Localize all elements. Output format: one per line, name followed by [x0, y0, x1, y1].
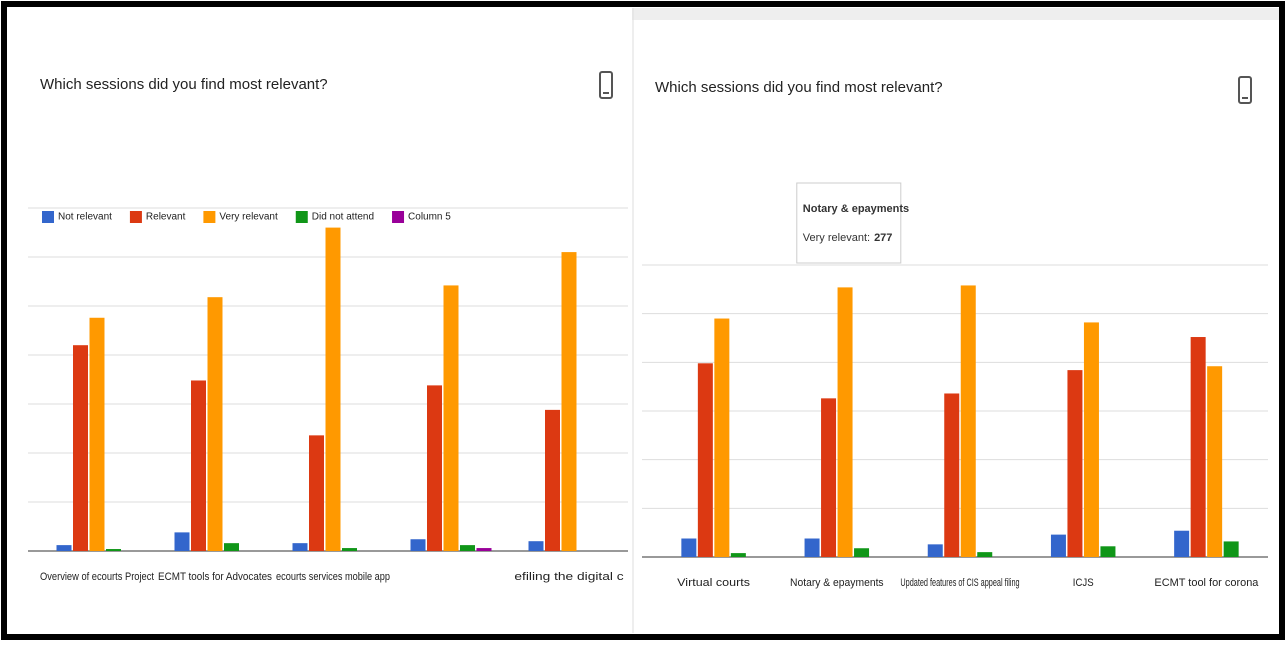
- legend-label: Not relevant: [58, 212, 112, 223]
- x-tick-label: ecourts services mobile app: [276, 571, 390, 583]
- bar: [1174, 530, 1190, 557]
- legend-label: Column 5: [408, 212, 451, 223]
- bar: [309, 435, 324, 551]
- bar: [443, 285, 459, 551]
- x-tick-label: efiling the digital c: [514, 571, 624, 583]
- bar: [927, 544, 943, 557]
- legend-swatch: [42, 211, 54, 223]
- bar: [325, 227, 341, 551]
- bar: [944, 393, 960, 557]
- x-tick-label: ECMT tool for corona: [1154, 577, 1259, 589]
- bar: [714, 318, 730, 557]
- bar: [697, 363, 713, 557]
- bar: [207, 297, 223, 551]
- bar: [730, 553, 746, 557]
- tooltip-label: Very relevant:: [803, 232, 870, 244]
- legend-label: Very relevant: [219, 212, 278, 223]
- bar: [1050, 534, 1066, 557]
- bar: [174, 532, 190, 551]
- legend-label: Relevant: [146, 212, 186, 223]
- bar: [292, 543, 308, 551]
- tooltip-title: Notary & epayments: [803, 203, 909, 215]
- x-tick-label: ICJS: [1073, 577, 1094, 589]
- device-icon: [599, 71, 1252, 104]
- bar: [427, 385, 442, 551]
- bar: [342, 548, 357, 551]
- bar: [476, 548, 492, 551]
- tooltip-value: 277: [874, 232, 892, 244]
- bar: [191, 380, 206, 551]
- legend-swatch: [295, 211, 308, 223]
- bar: [545, 409, 560, 551]
- bar: [1100, 546, 1116, 557]
- x-tick-label: Overview of ecourts Project: [40, 571, 154, 583]
- bar: [821, 398, 837, 557]
- chart-title: Which sessions did you find most relevan…: [655, 79, 943, 96]
- bar: [410, 539, 426, 551]
- bar: [106, 549, 121, 551]
- bar: [73, 345, 88, 551]
- x-tick-label: Notary & epayments: [790, 577, 884, 589]
- bar: [89, 317, 105, 551]
- bar: [1083, 322, 1099, 557]
- bar: [804, 538, 820, 557]
- bar: [460, 545, 475, 551]
- legend-swatch: [129, 211, 142, 223]
- top-band: [632, 8, 1280, 20]
- bar: [56, 545, 72, 551]
- bar: [528, 541, 544, 551]
- bar: [1190, 337, 1206, 557]
- x-tick-label: ECMT tools for Advocates: [158, 571, 272, 583]
- bar: [1207, 366, 1223, 557]
- bar: [681, 538, 697, 557]
- bar: [224, 543, 239, 551]
- x-tick-label: Updated features of CIS appeal filing: [900, 577, 1019, 589]
- bar: [977, 552, 993, 557]
- legend-swatch: [392, 211, 405, 223]
- x-tick-label: Virtual courts: [677, 577, 750, 589]
- bar: [561, 252, 577, 551]
- bar: [1223, 541, 1239, 557]
- legend-swatch: [203, 211, 216, 223]
- bar: [960, 285, 976, 557]
- chart-title: Which sessions did you find most relevan…: [40, 76, 328, 93]
- bar: [837, 287, 853, 557]
- legend-label: Did not attend: [312, 212, 374, 223]
- bar: [854, 548, 870, 557]
- tooltip-box: [796, 182, 902, 264]
- bar: [1067, 370, 1083, 557]
